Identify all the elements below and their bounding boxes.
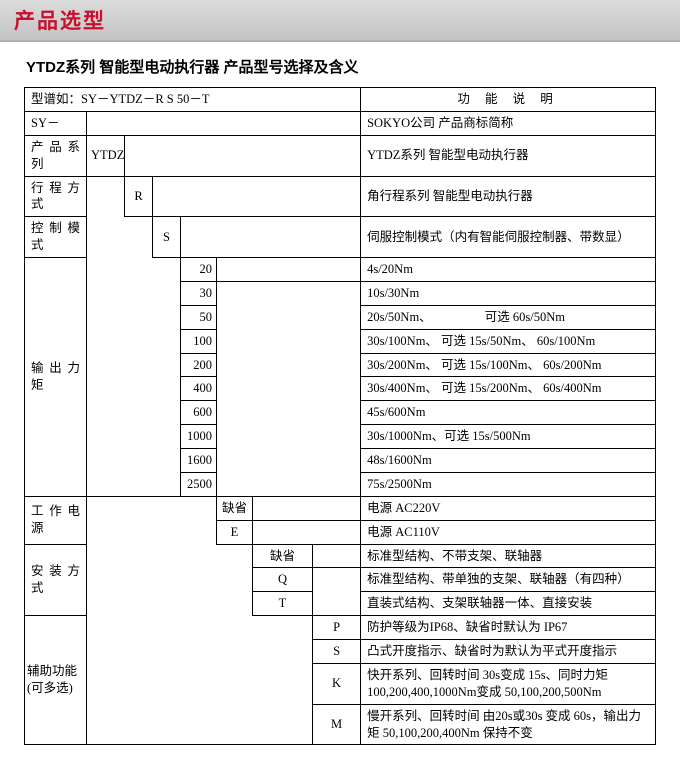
bl-a bbox=[87, 616, 313, 745]
bl-i2 bbox=[313, 592, 361, 616]
code-i2: T bbox=[253, 592, 313, 616]
row-aux-0: 辅助功能 (可多选) P 防护等级为IP68、缺省时默认为 IP67 bbox=[25, 616, 656, 640]
desc-p1: 电源 AC110V bbox=[361, 520, 656, 544]
bl-t1 bbox=[217, 281, 361, 305]
desc-t3: 30s/100Nm、 可选 15s/50Nm、 60s/100Nm bbox=[361, 329, 656, 353]
row-power-0: 工作电源 缺省 电源 AC220V bbox=[25, 496, 656, 520]
desc-i1: 标准型结构、带单独的支架、联轴器（有四种） bbox=[361, 568, 656, 592]
code-sy bbox=[87, 111, 361, 135]
aux-l1: 辅助功能 bbox=[27, 663, 84, 680]
bl-i0 bbox=[313, 544, 361, 568]
row-sy: SY－ SOKYO公司 产品商标简称 bbox=[25, 111, 656, 135]
desc-i2: 直装式结构、支架联轴器一体、直接安装 bbox=[361, 592, 656, 616]
bl-t0 bbox=[217, 258, 361, 282]
label-aux: 辅助功能 (可多选) bbox=[25, 616, 87, 745]
bl-t4 bbox=[217, 353, 361, 377]
label-series: 产品系列 bbox=[25, 135, 87, 176]
code-series: YTDZ bbox=[87, 135, 125, 176]
code-stroke: R bbox=[125, 176, 153, 217]
bl-t5 bbox=[217, 377, 361, 401]
label-power: 工作电源 bbox=[25, 496, 87, 544]
code-t9: 2500 bbox=[181, 472, 217, 496]
code-a0: P bbox=[313, 616, 361, 640]
code-i0: 缺省 bbox=[253, 544, 313, 568]
code-t4: 200 bbox=[181, 353, 217, 377]
code-a3: M bbox=[313, 704, 361, 745]
bl-p bbox=[87, 496, 217, 544]
row-torque-0: 输出力矩 20 4s/20Nm bbox=[25, 258, 656, 282]
desc-series: YTDZ系列 智能型电动执行器 bbox=[361, 135, 656, 176]
desc-t1: 10s/30Nm bbox=[361, 281, 656, 305]
desc-i0: 标准型结构、不带支架、联轴器 bbox=[361, 544, 656, 568]
sub-title: YTDZ系列 智能型电动执行器 产品型号选择及含义 bbox=[0, 42, 680, 87]
spec-table-wrap: 型谱如：SY－YTDZ－R S 50－T 功 能 说 明 SY－ SOKYO公司… bbox=[0, 87, 680, 757]
code-a1: S bbox=[313, 640, 361, 664]
code-t7: 1000 bbox=[181, 425, 217, 449]
label-stroke: 行程方式 bbox=[25, 176, 87, 217]
bl-i1 bbox=[313, 568, 361, 592]
desc-sy: SOKYO公司 产品商标简称 bbox=[361, 111, 656, 135]
desc-header: 功 能 说 明 bbox=[361, 88, 656, 112]
desc-t7: 30s/1000Nm、可选 15s/500Nm bbox=[361, 425, 656, 449]
code-t6: 600 bbox=[181, 401, 217, 425]
code-p1: E bbox=[217, 520, 253, 544]
code-t5: 400 bbox=[181, 377, 217, 401]
desc-t8: 48s/1600Nm bbox=[361, 449, 656, 473]
desc-a2: 快开系列、回转时间 30s变成 15s、同时力矩100,200,400,1000… bbox=[361, 663, 656, 704]
header-band: 产品选型 bbox=[0, 0, 680, 42]
blank1 bbox=[87, 176, 125, 217]
bl-t2 bbox=[217, 305, 361, 329]
row-series: 产品系列 YTDZ YTDZ系列 智能型电动执行器 bbox=[25, 135, 656, 176]
label-ctrl: 控制模式 bbox=[25, 217, 87, 258]
example-label: 型谱如： bbox=[31, 92, 81, 106]
row-install-0: 安装方式 缺省 标准型结构、不带支架、联轴器 bbox=[25, 544, 656, 568]
code-a2: K bbox=[313, 663, 361, 704]
desc-stroke: 角行程系列 智能型电动执行器 bbox=[361, 176, 656, 217]
desc-a1: 凸式开度指示、缺省时为默认为平式开度指示 bbox=[361, 640, 656, 664]
code-t8: 1600 bbox=[181, 449, 217, 473]
label-sy: SY－ bbox=[25, 111, 87, 135]
bl-t9 bbox=[217, 472, 361, 496]
row-ctrl: 控制模式 S 伺服控制模式（内有智能伺服控制器、带数显） bbox=[25, 217, 656, 258]
blank-t bbox=[87, 258, 181, 497]
code-ctrl: S bbox=[153, 217, 181, 258]
code-t0: 20 bbox=[181, 258, 217, 282]
bl-p1 bbox=[253, 520, 361, 544]
bl-t6 bbox=[217, 401, 361, 425]
label-torque: 输出力矩 bbox=[25, 258, 87, 497]
desc-p0: 电源 AC220V bbox=[361, 496, 656, 520]
blank-stroke bbox=[153, 176, 361, 217]
bl-t8 bbox=[217, 449, 361, 473]
bl-i bbox=[87, 544, 253, 616]
desc-a0: 防护等级为IP68、缺省时默认为 IP67 bbox=[361, 616, 656, 640]
code-t1: 30 bbox=[181, 281, 217, 305]
desc-t9: 75s/2500Nm bbox=[361, 472, 656, 496]
label-install: 安装方式 bbox=[25, 544, 87, 616]
bl-p0 bbox=[253, 496, 361, 520]
desc-t6: 45s/600Nm bbox=[361, 401, 656, 425]
code-t3: 100 bbox=[181, 329, 217, 353]
main-title: 产品选型 bbox=[14, 5, 106, 35]
row-stroke: 行程方式 R 角行程系列 智能型电动执行器 bbox=[25, 176, 656, 217]
table-header-row: 型谱如：SY－YTDZ－R S 50－T 功 能 说 明 bbox=[25, 88, 656, 112]
code-p0: 缺省 bbox=[217, 496, 253, 520]
desc-t2: 20s/50Nm、 可选 60s/50Nm bbox=[361, 305, 656, 329]
bl-t3 bbox=[217, 329, 361, 353]
blank-series bbox=[125, 135, 361, 176]
aux-l2: (可多选) bbox=[27, 680, 84, 697]
blank-ctrl bbox=[181, 217, 361, 258]
desc-t5: 30s/400Nm、 可选 15s/200Nm、 60s/400Nm bbox=[361, 377, 656, 401]
desc-a3: 慢开系列、回转时间 由20s或30s 变成 60s，输出力矩 50,100,20… bbox=[361, 704, 656, 745]
blank2 bbox=[87, 217, 153, 258]
desc-t0: 4s/20Nm bbox=[361, 258, 656, 282]
example-text: SY－YTDZ－R S 50－T bbox=[81, 92, 209, 106]
code-i1: Q bbox=[253, 568, 313, 592]
example-cell: 型谱如：SY－YTDZ－R S 50－T bbox=[25, 88, 361, 112]
desc-t4: 30s/200Nm、 可选 15s/100Nm、 60s/200Nm bbox=[361, 353, 656, 377]
spec-table: 型谱如：SY－YTDZ－R S 50－T 功 能 说 明 SY－ SOKYO公司… bbox=[24, 87, 656, 745]
bl-t7 bbox=[217, 425, 361, 449]
desc-ctrl: 伺服控制模式（内有智能伺服控制器、带数显） bbox=[361, 217, 656, 258]
code-t2: 50 bbox=[181, 305, 217, 329]
